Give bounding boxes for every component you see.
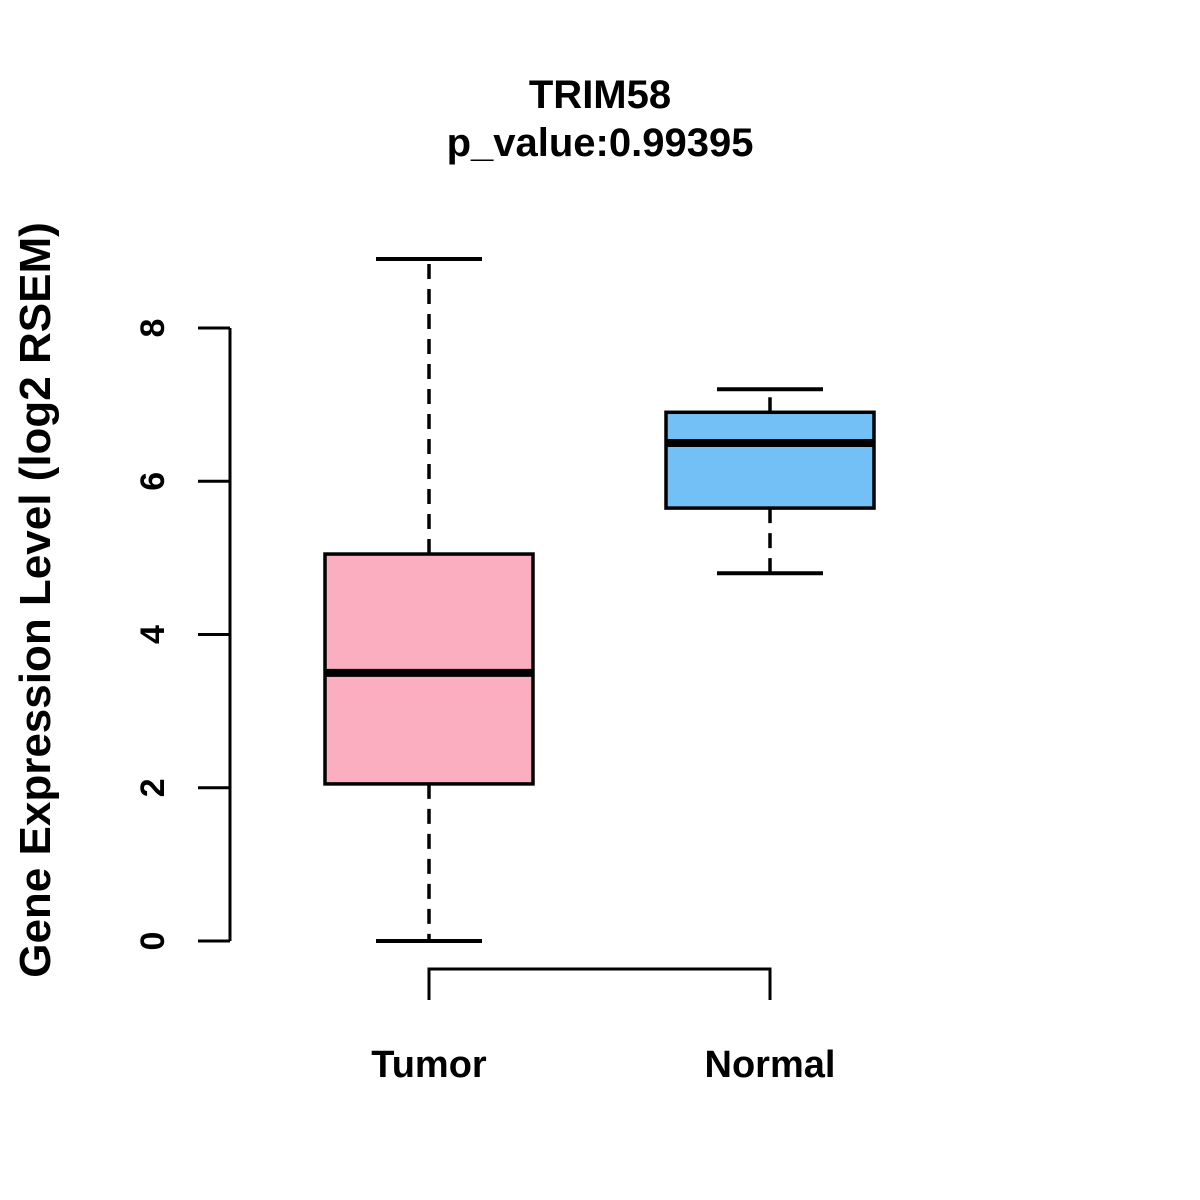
x-category-label-normal: Normal [705, 1044, 836, 1086]
y-axis-tick-label: 4 [134, 625, 172, 644]
y-axis-tick-label: 8 [134, 319, 172, 338]
y-axis-tick-label: 2 [134, 778, 172, 797]
iqr-box [664, 410, 876, 510]
y-axis-title: Gene Expression Level (log2 RSEM) [11, 222, 60, 978]
x-axis: Tumor Normal [371, 967, 836, 1086]
boxplot-series [323, 257, 876, 943]
y-axis-tick-label: 6 [134, 472, 172, 491]
boxplot-normal [664, 387, 876, 576]
y-axis: 0 2 4 6 8 [134, 319, 232, 951]
y-axis-tick-label: 0 [134, 932, 172, 951]
chart-title: TRIM58 [529, 73, 671, 117]
x-axis-bracket [427, 967, 772, 1000]
x-category-label-tumor: Tumor [371, 1044, 487, 1086]
chart-subtitle: p_value:0.99395 [447, 121, 754, 165]
boxplot-tumor [323, 257, 535, 943]
